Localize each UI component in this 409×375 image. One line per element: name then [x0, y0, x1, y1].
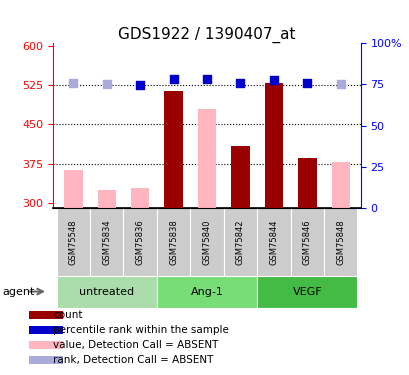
Text: GSM75844: GSM75844	[269, 219, 278, 265]
Bar	[331, 162, 349, 208]
Text: GSM75836: GSM75836	[135, 219, 144, 265]
Bar	[223, 208, 256, 276]
Point	[103, 81, 110, 87]
Text: GSM75834: GSM75834	[102, 219, 111, 265]
Text: agent: agent	[2, 286, 34, 297]
Point	[137, 81, 143, 87]
Point	[237, 81, 243, 87]
Bar	[56, 276, 157, 308]
Bar	[29, 356, 63, 364]
Point	[337, 81, 343, 87]
Bar	[157, 208, 190, 276]
Text: count: count	[53, 310, 83, 320]
Bar	[256, 208, 290, 276]
Bar	[90, 208, 123, 276]
Bar	[290, 208, 323, 276]
Bar	[29, 341, 63, 349]
Bar	[29, 311, 63, 319]
Point	[270, 77, 276, 83]
Bar	[131, 188, 149, 208]
Point	[70, 81, 76, 87]
Text: GSM75838: GSM75838	[169, 219, 178, 265]
Text: GSM75846: GSM75846	[302, 219, 311, 265]
Text: untreated: untreated	[79, 286, 134, 297]
Text: Ang-1: Ang-1	[190, 286, 223, 297]
Bar	[323, 208, 357, 276]
Text: GSM75842: GSM75842	[236, 219, 244, 265]
Text: value, Detection Call = ABSENT: value, Detection Call = ABSENT	[53, 340, 218, 350]
Bar	[164, 92, 182, 208]
Point	[303, 81, 310, 87]
Text: VEGF: VEGF	[292, 286, 321, 297]
Bar	[264, 84, 282, 208]
Bar	[97, 190, 116, 208]
Bar	[157, 276, 256, 308]
Bar	[29, 326, 63, 334]
Bar	[198, 109, 216, 208]
Title: GDS1922 / 1390407_at: GDS1922 / 1390407_at	[118, 27, 295, 43]
Bar	[297, 158, 316, 208]
Bar	[256, 276, 357, 308]
Text: rank, Detection Call = ABSENT: rank, Detection Call = ABSENT	[53, 355, 213, 365]
Text: GSM75848: GSM75848	[335, 219, 344, 265]
Text: GSM75840: GSM75840	[202, 219, 211, 265]
Text: GSM75548: GSM75548	[69, 219, 78, 265]
Bar	[231, 146, 249, 208]
Point	[203, 76, 210, 82]
Bar	[56, 208, 90, 276]
Bar	[190, 208, 223, 276]
Point	[170, 76, 176, 82]
Bar	[64, 170, 82, 208]
Text: percentile rank within the sample: percentile rank within the sample	[53, 325, 229, 335]
Bar	[123, 208, 157, 276]
